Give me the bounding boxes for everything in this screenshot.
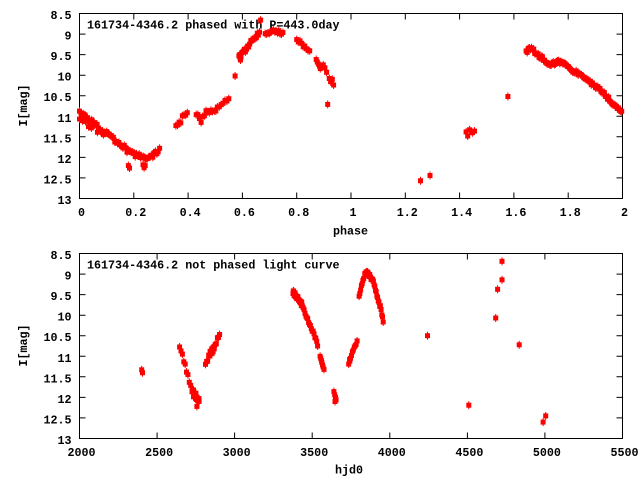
svg-text:1.6: 1.6 — [505, 206, 526, 220]
svg-text:I[mag]: I[mag] — [17, 324, 31, 366]
svg-text:1: 1 — [349, 206, 356, 220]
svg-text:12.5: 12.5 — [43, 173, 71, 187]
svg-text:hjd0: hjd0 — [335, 464, 363, 478]
svg-text:8.5: 8.5 — [50, 9, 71, 23]
svg-text:10: 10 — [57, 71, 71, 85]
svg-text:12: 12 — [57, 153, 71, 167]
svg-text:3000: 3000 — [223, 446, 251, 460]
svg-text:13: 13 — [57, 194, 71, 208]
svg-text:1.8: 1.8 — [560, 206, 581, 220]
svg-text:3500: 3500 — [300, 446, 328, 460]
svg-text:9.5: 9.5 — [50, 50, 71, 64]
svg-text:1.2: 1.2 — [397, 206, 418, 220]
svg-text:11: 11 — [57, 352, 71, 366]
svg-text:11.5: 11.5 — [43, 372, 71, 386]
svg-text:9: 9 — [64, 30, 71, 44]
svg-text:0.6: 0.6 — [234, 206, 255, 220]
svg-text:1.4: 1.4 — [451, 206, 472, 220]
svg-text:0.2: 0.2 — [125, 206, 146, 220]
svg-text:2500: 2500 — [145, 446, 173, 460]
svg-text:11: 11 — [57, 112, 71, 126]
svg-text:161734-4346.2 phased with P=44: 161734-4346.2 phased with P=443.0day — [87, 18, 340, 32]
svg-text:I[mag]: I[mag] — [17, 84, 31, 126]
svg-text:9.5: 9.5 — [50, 290, 71, 304]
svg-text:9: 9 — [64, 270, 71, 284]
svg-text:0.4: 0.4 — [180, 206, 201, 220]
svg-text:4500: 4500 — [455, 446, 483, 460]
svg-text:2000: 2000 — [67, 446, 95, 460]
svg-text:8.5: 8.5 — [50, 249, 71, 263]
svg-text:12.5: 12.5 — [43, 413, 71, 427]
svg-text:2: 2 — [621, 206, 628, 220]
svg-text:phase: phase — [333, 225, 368, 239]
svg-text:4000: 4000 — [378, 446, 406, 460]
svg-text:0: 0 — [78, 206, 85, 220]
svg-text:0.8: 0.8 — [288, 206, 309, 220]
svg-text:10: 10 — [57, 311, 71, 325]
svg-text:13: 13 — [57, 434, 71, 448]
svg-text:11.5: 11.5 — [43, 132, 71, 146]
svg-text:12: 12 — [57, 393, 71, 407]
svg-text:5500: 5500 — [610, 446, 638, 460]
svg-text:5000: 5000 — [533, 446, 561, 460]
svg-text:10.5: 10.5 — [43, 331, 71, 345]
svg-text:10.5: 10.5 — [43, 91, 71, 105]
svg-text:161734-4346.2 not phased light: 161734-4346.2 not phased light curve — [87, 258, 340, 272]
